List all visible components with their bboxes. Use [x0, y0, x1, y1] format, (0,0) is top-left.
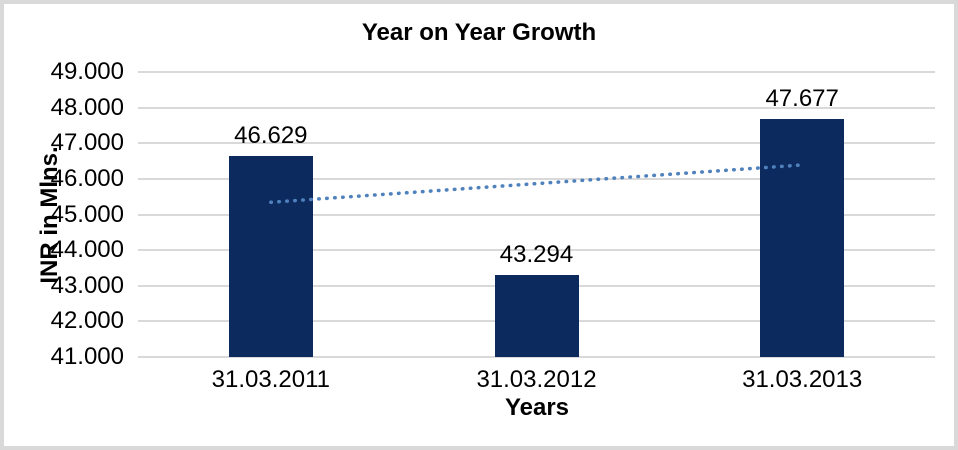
chart-title: Year on Year Growth	[361, 19, 597, 46]
x-tick-label: 31.03.2011	[211, 366, 330, 393]
gridline	[138, 177, 935, 180]
bar-data-label: 46.629	[234, 122, 308, 150]
x-axis-title: Years	[504, 394, 570, 421]
plot-area: 46.629 43.294 47.677	[138, 71, 935, 358]
y-tick-label: 48.000	[50, 93, 124, 121]
gridline	[138, 142, 935, 145]
y-tick-label: 45.000	[50, 200, 124, 228]
bar-data-label: 47.677	[765, 85, 839, 113]
y-tick-label: 44.000	[50, 236, 124, 264]
y-tick-label: 49.000	[50, 58, 124, 85]
x-tick-label: 31.03.2012	[476, 366, 597, 393]
y-tick-label: 42.000	[50, 307, 124, 335]
y-tick-label: 46.000	[50, 164, 124, 192]
y-axis-tick-labels: 41.000 42.000 43.000 44.000 45.000 46.000 47.0…	[4, 4, 128, 446]
x-axis-tick-labels: 31.03.2011 31.03.2012 31.03.2013	[4, 4, 954, 446]
gridline	[138, 106, 935, 109]
gridline	[138, 249, 935, 252]
bar-data-label: 43.294	[499, 241, 574, 269]
y-tick-label: 41.000	[50, 343, 124, 370]
y-tick-label: 43.000	[50, 271, 124, 299]
gridline	[138, 213, 935, 216]
trendline	[269, 163, 804, 205]
gridline	[138, 71, 935, 73]
x-tick-label: 31.03.2013	[742, 366, 863, 393]
bar	[760, 119, 845, 357]
gridline	[138, 356, 935, 358]
y-tick-label: 47.000	[50, 129, 124, 157]
bar	[494, 275, 579, 357]
bar	[228, 156, 313, 357]
